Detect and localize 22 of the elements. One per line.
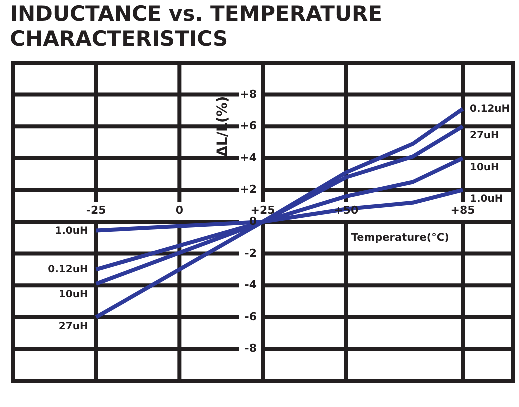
x-axis-title: Temperature(°C) (351, 232, 450, 244)
y-tick-label: +8 (240, 88, 257, 101)
y-tick-label: -6 (244, 310, 258, 324)
text: 10uH (58, 290, 88, 301)
series-label: 27uH (470, 130, 500, 142)
y-tick-label: +4 (240, 151, 258, 164)
text: 27uH (58, 321, 88, 332)
series-label: 0.12uH (470, 104, 510, 116)
y-tick-label: -8 (244, 342, 257, 356)
x-tick-label: +25 (250, 204, 276, 217)
series-label: 1.0uH (55, 226, 88, 237)
y-tick-label: +6 (240, 120, 258, 133)
x-tick-label: +85 (450, 204, 476, 217)
chart-title: INDUCTANCE vs. TEMPERATURE CHARACTERISTICS (10, 2, 383, 52)
y-tick-label: +2 (240, 183, 257, 196)
y-tick-label: -4 (244, 278, 258, 292)
series-label: 10uH (470, 162, 500, 174)
text: 0.12uH (48, 264, 88, 276)
x-tick-label: -25 (86, 204, 106, 217)
x-tick-label: 0 (176, 204, 184, 217)
text: 1.0uH (470, 194, 504, 206)
y-tick-label: -2 (244, 246, 257, 260)
